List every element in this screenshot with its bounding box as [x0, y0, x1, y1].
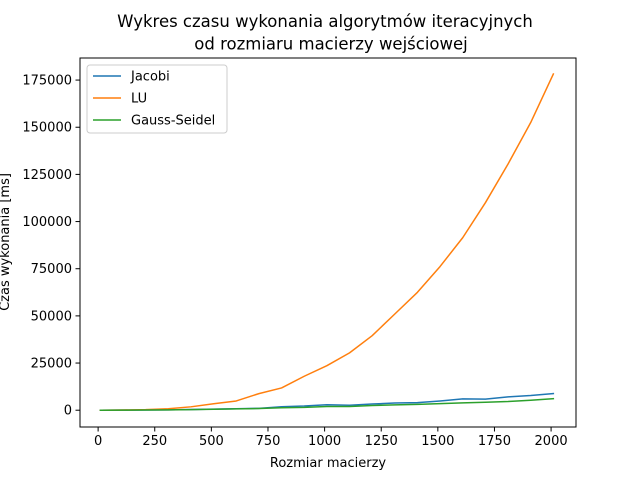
legend-entry-label: LU — [131, 92, 147, 107]
x-tick-label: 1750 — [478, 434, 511, 449]
x-axis-label: Rozmiar macierzy — [270, 456, 387, 471]
legend-entry-label: Gauss-Seidel — [131, 114, 215, 129]
y-tick-label: 175000 — [22, 74, 72, 89]
x-tick-label: 0 — [94, 434, 102, 449]
y-axis-ticks: 0 25000 50000 75000 100000 125000 150000 175000 — [22, 74, 80, 419]
x-tick-label: 1500 — [421, 434, 454, 449]
y-tick-label: 100000 — [22, 215, 72, 230]
y-tick-label: 25000 — [31, 357, 72, 372]
x-tick-label: 500 — [199, 434, 224, 449]
series-line-gauss-seidel — [99, 397, 555, 411]
x-axis-ticks: 0 250 500 750 1000 1250 1500 1750 2000 — [94, 427, 568, 449]
x-tick-label: 2000 — [535, 434, 568, 449]
legend-box — [86, 64, 228, 134]
chart-title-line-1: Wykres czasu wykonania algorytmów iterac… — [117, 12, 533, 31]
y-tick-label: 50000 — [31, 309, 72, 324]
y-tick-label: 0 — [64, 404, 72, 419]
y-tick-label: 75000 — [31, 262, 72, 277]
y-tick-label: 125000 — [22, 168, 72, 183]
x-tick-label: 1250 — [365, 434, 398, 449]
y-tick-label: 150000 — [22, 121, 72, 136]
y-axis-label: Czas wykonania [ms] — [0, 173, 13, 311]
legend: Jacobi LU Gauss-Seidel — [86, 64, 228, 134]
series-line-lu — [99, 73, 555, 411]
plot-frame — [79, 57, 577, 428]
series-layer — [99, 73, 555, 411]
x-tick-label: 1000 — [308, 434, 341, 449]
chart-title-line-2: od rozmiaru macierzy wejściowej — [194, 35, 468, 54]
x-tick-label: 250 — [142, 434, 167, 449]
x-tick-label: 750 — [256, 434, 281, 449]
legend-entry-label: Jacobi — [130, 70, 170, 85]
